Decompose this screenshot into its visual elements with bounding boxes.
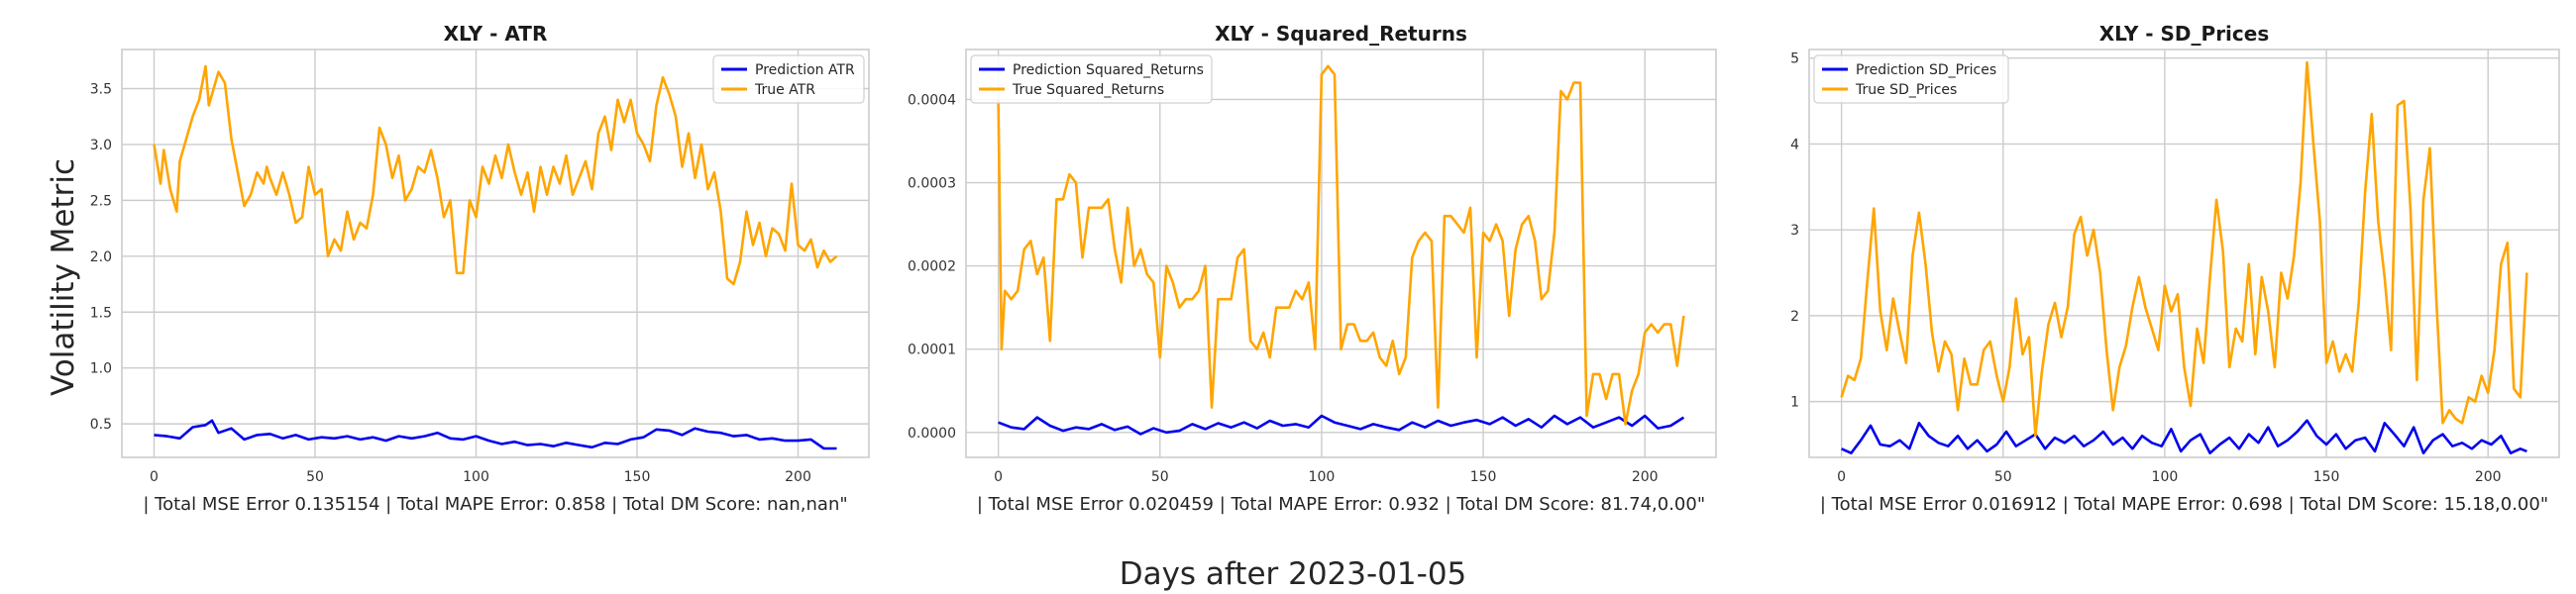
- panel-title: XLY - SD_Prices: [2099, 22, 2269, 46]
- y-tick-label: 3: [1790, 223, 1799, 239]
- legend-label: Prediction SD_Prices: [1856, 62, 1996, 78]
- panel-squared-returns: 0 50 100 150 200 0.0000 0.0001 0.0002 0.0003 0.00…: [908, 22, 1717, 515]
- y-tick-label: 3.5: [90, 82, 112, 98]
- y-tick-label: 0.5: [90, 417, 112, 433]
- prediction-series-line: [1841, 419, 2527, 455]
- y-tick-label: 0.0000: [908, 426, 956, 442]
- y-tick-label: 0.0002: [908, 259, 956, 275]
- x-tick-label: 100: [2152, 469, 2179, 485]
- panel-xlabel: | Total MSE Error 0.135154 | Total MAPE …: [143, 494, 847, 515]
- legend-box: [712, 54, 865, 104]
- legend-label: True Squared_Returns: [1012, 82, 1164, 98]
- legend-label: True SD_Prices: [1855, 82, 1957, 98]
- x-tick-label: 0: [994, 469, 1003, 485]
- panel-sd-prices: 0 50 100 150 200 1 2 3 4 5 XLY - SD_Prices | Total …: [1790, 22, 2560, 515]
- x-tick-label: 200: [785, 469, 811, 485]
- true-series-line: [153, 64, 838, 286]
- plot-frame: [965, 49, 1717, 458]
- x-tick-label: 200: [2475, 469, 2502, 485]
- y-tick-label: 3.0: [90, 138, 112, 153]
- y-tick-label: 2: [1790, 309, 1799, 325]
- y-tick-label: 0.0003: [908, 176, 956, 192]
- prediction-series-line: [998, 414, 1685, 436]
- legend-label: True ATR: [754, 82, 815, 98]
- y-tick-label: 2.0: [90, 249, 112, 265]
- y-tick-label: 0.0001: [908, 343, 956, 358]
- y-tick-label: 2.5: [90, 193, 112, 209]
- x-tick-label: 200: [1632, 469, 1659, 485]
- x-tick-label: 0: [150, 469, 159, 485]
- y-tick-label: 0.0004: [908, 92, 956, 108]
- legend-label: Prediction ATR: [755, 62, 855, 78]
- true-series-line: [997, 64, 1685, 426]
- x-tick-label: 50: [1994, 469, 2012, 485]
- prediction-series-line: [154, 419, 837, 450]
- x-tick-label: 50: [306, 469, 324, 485]
- plot-frame: [121, 49, 870, 458]
- x-tick-label: 50: [1151, 469, 1169, 485]
- legend-box: [1813, 54, 2009, 104]
- x-tick-label: 150: [1470, 469, 1497, 485]
- true-series-line: [1840, 60, 2528, 438]
- plot-frame: [1808, 49, 2560, 458]
- panel-title: XLY - Squared_Returns: [1215, 22, 1467, 46]
- panel-xlabel: | Total MSE Error 0.016912 | Total MAPE …: [1820, 494, 2548, 515]
- legend-label: Prediction Squared_Returns: [1013, 62, 1204, 78]
- y-tick-label: 1.5: [90, 305, 112, 321]
- y-tick-label: 4: [1790, 137, 1799, 152]
- legend-box: [970, 54, 1213, 104]
- x-tick-label: 150: [2313, 469, 2340, 485]
- x-tick-label: 100: [463, 469, 489, 485]
- panel-atr: 0 50 100 150 200 0.5 1.0 1.5 2.0 2.5 3.0 3.5 XLY - A…: [90, 22, 870, 515]
- x-tick-label: 100: [1309, 469, 1336, 485]
- x-tick-label: 150: [624, 469, 651, 485]
- y-tick-label: 1.0: [90, 361, 112, 377]
- figure-ylabel: Volatility Metric: [46, 158, 81, 396]
- panel-title: XLY - ATR: [444, 22, 548, 46]
- y-tick-label: 1: [1790, 395, 1799, 411]
- figure-xlabel: Days after 2023-01-05: [1120, 556, 1467, 592]
- panel-xlabel: | Total MSE Error 0.020459 | Total MAPE …: [977, 494, 1705, 515]
- x-tick-label: 0: [1837, 469, 1846, 485]
- y-tick-label: 5: [1790, 51, 1799, 67]
